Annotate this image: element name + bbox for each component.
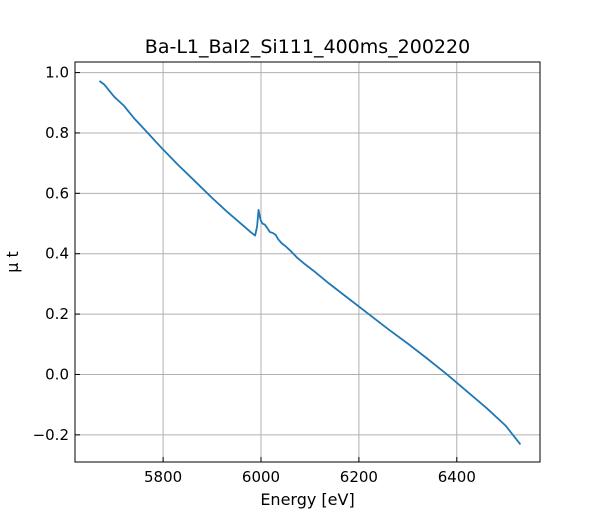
y-tick-label: 0.4: [45, 245, 69, 263]
y-tick-label: −0.2: [33, 426, 69, 444]
x-tick-label: 6400: [438, 468, 476, 486]
x-tick-label: 6000: [242, 468, 280, 486]
y-axis-label: μ t: [3, 251, 22, 273]
plot-frame: [74, 61, 541, 463]
grid: [75, 62, 540, 462]
y-tick-label: 0.8: [45, 124, 69, 142]
chart-title: Ba-L1_BaI2_Si111_400ms_200220: [145, 36, 470, 58]
y-tick-label: 0.0: [45, 365, 69, 383]
series-line: [98, 80, 522, 446]
x-tick-label: 5800: [144, 468, 182, 486]
y-tick-label: 0.2: [45, 305, 69, 323]
ticks: 5800 6000 6200 6400 −0.2 0.0 0.2 0.4 0.6 0.8 1.0: [33, 64, 476, 486]
x-tick-label: 6200: [340, 468, 378, 486]
x-axis-label: Energy [eV]: [260, 490, 354, 509]
series-layer: [98, 80, 522, 446]
y-tick-label: 0.6: [45, 184, 69, 202]
y-tick-label: 1.0: [45, 64, 69, 82]
